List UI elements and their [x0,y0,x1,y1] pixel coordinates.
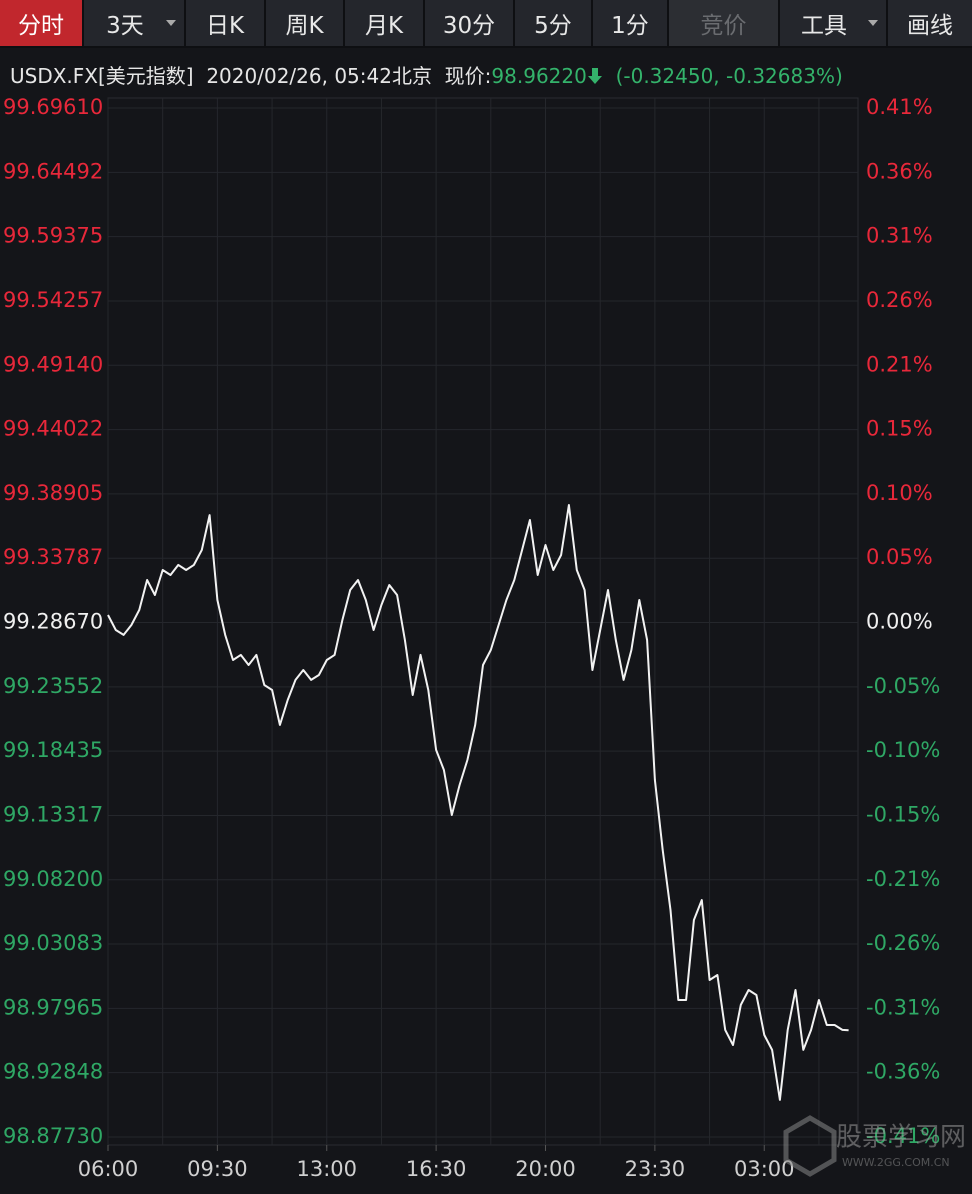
price: 98.96220 [491,64,587,88]
tab[interactable]: 1分 [593,0,667,46]
y-tick-label: 99.18435 [3,738,103,762]
y-tick-label: 99.08200 [3,867,103,891]
y2-tick-label: 0.26% [866,288,933,312]
datetime: 2020/02/26, 05:42北京 [206,64,432,88]
caret [166,20,176,26]
y-tick-label: 99.38905 [3,481,103,505]
y-tick-label: 99.59375 [3,224,103,248]
plot-frame [107,97,859,1146]
y2-tick-label: 0.41% [866,95,933,119]
tab-label: 工具 [801,13,847,39]
watermark-logo [783,1115,837,1177]
y-tick-label: 99.33787 [3,545,103,569]
x-tick-label: 20:00 [515,1157,576,1181]
tab[interactable]: 日K [186,0,264,46]
watermark: 股票学习网 WWW.2GG.COM.CN [783,1115,966,1177]
x-tick-label: 13:00 [296,1157,357,1181]
y2-tick-label: 0.31% [866,224,933,248]
x-tick-label: 09:30 [187,1157,248,1181]
tab[interactable]: 30分 [425,0,513,46]
y-tick-label: 99.54257 [3,288,103,312]
caret [868,20,878,26]
y2-tick-label: -0.31% [866,995,940,1019]
tab[interactable]: 月K [345,0,423,46]
y-tick-label: 99.44022 [3,417,103,441]
y2-tick-label: -0.41% [866,1124,940,1148]
y2-tick-label: 0.21% [866,352,933,376]
y2-tick-label: -0.21% [866,867,940,891]
down-arrow [587,68,602,84]
y2-tick-label: 0.36% [866,159,933,183]
y2-tick-label: -0.36% [866,1060,940,1084]
y-tick-label: 99.03083 [3,931,103,955]
tab[interactable]: 3天 [84,0,184,46]
y-tick-label: 98.87730 [3,1124,103,1148]
y2-tick-label: -0.05% [866,674,940,698]
y2-tick-label: 0.00% [866,610,933,634]
x-tick-label: 06:00 [78,1157,139,1181]
toolbar: 分时 3天 日K 周K 月K 30分 5分 1分 竞价 工具 画线 [0,0,972,48]
x-tick-label: 23:30 [625,1157,686,1181]
y-tick-label: 99.64492 [3,159,103,183]
tab[interactable]: 分时 [0,0,82,46]
y-tick-label: 99.28670 [3,610,103,634]
x-tick-label: 16:30 [406,1157,467,1181]
symbol: USDX.FX[美元指数] [10,64,194,88]
watermark-text: 股票学习网 [836,1123,966,1153]
y-tick-label: 99.23552 [3,674,103,698]
y-tick-label: 98.97965 [3,995,103,1019]
y-tick-label: 99.49140 [3,352,103,376]
tab[interactable]: 工具 [780,0,886,46]
y2-tick-label: -0.15% [866,802,940,826]
tab: 竞价 [669,0,778,46]
y2-tick-label: -0.10% [866,738,940,762]
tab[interactable]: 画线 [888,0,972,46]
price-label: 现价: [444,64,492,88]
y2-tick-label: -0.26% [866,931,940,955]
y2-tick-label: 0.05% [866,545,933,569]
y2-tick-label: 0.10% [866,481,933,505]
y-tick-label: 99.13317 [3,802,103,826]
watermark-url: WWW.2GG.COM.CN [842,1156,950,1169]
price-line [107,504,849,1101]
tab-label: 3天 [106,13,144,39]
change: (-0.32450, -0.32683%) [615,64,843,88]
quote: USDX.FX[美元指数] 2020/02/26, 05:42北京 现价:98.… [10,60,843,89]
y2-tick-label: 0.15% [866,417,933,441]
y-tick-label: 99.69610 [3,95,103,119]
y-tick-label: 98.92848 [3,1060,103,1084]
tab[interactable]: 周K [266,0,343,46]
tab[interactable]: 5分 [515,0,591,46]
